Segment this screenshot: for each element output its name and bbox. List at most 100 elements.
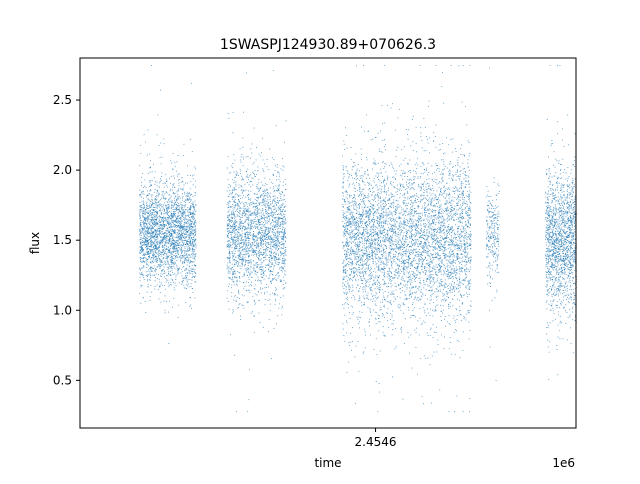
data-point (238, 243, 240, 245)
data-point (155, 252, 157, 254)
data-point (248, 260, 250, 262)
data-point (182, 233, 184, 235)
data-point (259, 266, 261, 268)
data-point (149, 249, 151, 251)
data-point (267, 228, 269, 230)
data-point (154, 216, 156, 218)
data-point (268, 257, 270, 259)
data-point (279, 214, 281, 215)
data-point (171, 220, 173, 222)
data-point (147, 284, 149, 285)
data-point (260, 222, 262, 223)
data-point (172, 261, 174, 263)
data-point (348, 277, 349, 279)
data-point (192, 203, 194, 205)
data-point (255, 262, 257, 263)
data-point (189, 270, 191, 272)
data-point (160, 232, 162, 234)
data-point (164, 209, 166, 210)
data-point (184, 269, 185, 271)
data-point (194, 268, 196, 270)
data-point (143, 231, 145, 233)
data-point (271, 266, 272, 268)
data-point (191, 279, 193, 281)
data-point (194, 272, 196, 273)
data-point (277, 277, 279, 279)
data-point (139, 269, 141, 270)
data-point (186, 244, 188, 245)
data-point (141, 268, 143, 269)
data-point (147, 233, 149, 235)
data-point (425, 207, 426, 209)
data-point (285, 274, 287, 276)
data-point (256, 266, 258, 268)
data-point (267, 205, 269, 207)
data-point (169, 240, 171, 242)
data-point (151, 65, 152, 66)
data-point (255, 209, 257, 211)
data-point (187, 250, 189, 252)
data-point (260, 155, 262, 157)
data-point (266, 246, 268, 248)
data-point (446, 195, 447, 197)
data-point (175, 276, 177, 278)
data-point (168, 198, 170, 200)
data-point (180, 218, 182, 220)
data-point (248, 240, 250, 242)
data-point (149, 171, 151, 173)
data-point (247, 256, 249, 257)
data-point (192, 261, 194, 263)
data-point (181, 258, 183, 260)
data-point (232, 312, 234, 314)
data-point (229, 190, 231, 192)
data-point (259, 197, 261, 199)
data-point (191, 248, 193, 249)
data-point (177, 250, 178, 252)
data-point (261, 271, 263, 273)
data-point (274, 293, 276, 295)
data-point (258, 259, 260, 261)
data-point (186, 256, 188, 258)
data-point (266, 209, 268, 211)
data-point (151, 235, 153, 237)
data-point (241, 226, 243, 228)
data-point (241, 259, 242, 260)
data-point (147, 211, 149, 213)
data-point (184, 278, 186, 280)
data-point (165, 237, 167, 238)
data-point (238, 249, 240, 251)
data-point (154, 255, 156, 257)
data-point (146, 260, 148, 262)
data-point (147, 238, 148, 240)
data-point (144, 238, 146, 240)
data-point (189, 248, 191, 250)
data-point (181, 226, 183, 228)
data-point (188, 198, 190, 200)
data-point (186, 222, 187, 224)
data-point (176, 256, 178, 258)
data-point (354, 402, 356, 404)
data-point (236, 247, 238, 249)
data-point (255, 159, 257, 161)
data-point (149, 251, 151, 253)
data-point (268, 242, 269, 244)
data-point (246, 219, 248, 220)
data-point (182, 249, 184, 251)
data-point (241, 214, 243, 216)
data-point (186, 231, 188, 233)
data-point (141, 196, 142, 198)
data-point (268, 209, 269, 211)
data-point (456, 258, 458, 260)
data-point (150, 204, 152, 206)
data-point (151, 267, 153, 269)
data-point (143, 207, 144, 209)
data-point (268, 278, 270, 279)
data-point (169, 226, 171, 228)
data-point (247, 267, 249, 269)
data-point (275, 217, 276, 219)
data-point (267, 202, 269, 204)
data-point (274, 197, 276, 199)
data-point (141, 181, 142, 183)
data-point (418, 185, 419, 187)
data-point (154, 260, 156, 262)
